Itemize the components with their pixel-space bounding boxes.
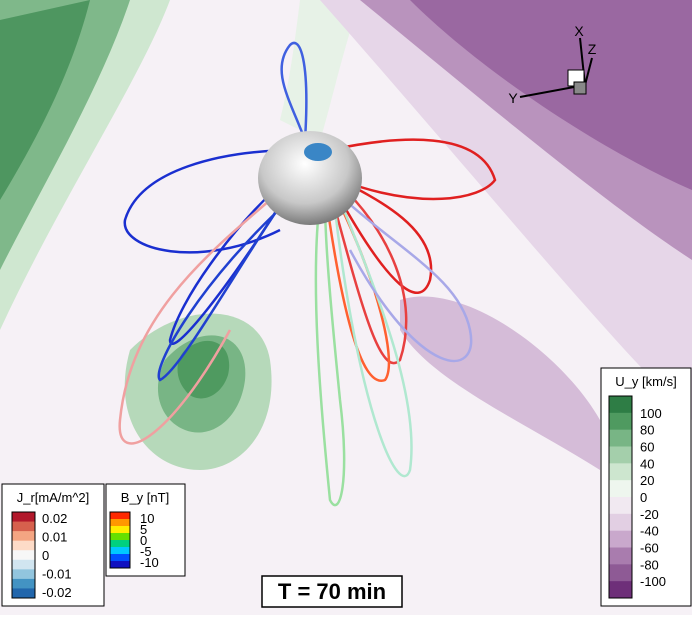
field-line <box>329 173 433 295</box>
field-line <box>314 199 346 507</box>
legend-tick-label: 100 <box>640 406 662 421</box>
field-line <box>344 199 473 362</box>
purple-region <box>400 296 600 470</box>
legend-bar-outline <box>109 511 131 569</box>
field-line <box>118 199 271 445</box>
legend-swatch <box>110 533 130 541</box>
legends: U_y [km/s]100806040200-20-40-60-80-100J_… <box>1 367 692 607</box>
field-line <box>333 199 413 478</box>
field-lines <box>118 41 497 507</box>
legend-swatch <box>609 547 632 565</box>
legend-swatch <box>609 396 632 414</box>
earth-sphere <box>258 131 362 225</box>
field-line <box>329 138 497 201</box>
triad-label: X <box>574 23 584 39</box>
legend-tick-label: -0.01 <box>42 567 72 582</box>
triad-label: Y <box>508 90 518 106</box>
field-line <box>168 179 292 346</box>
green-region <box>280 0 360 140</box>
legend-swatch <box>12 588 35 599</box>
legend-swatch <box>12 578 35 589</box>
legend-tick-label: 0 <box>140 533 147 548</box>
legend-swatch <box>12 521 35 532</box>
legend-tick-label: 40 <box>640 456 654 471</box>
legend-swatch <box>609 497 632 515</box>
legend-swatch <box>609 429 632 447</box>
legend-swatch <box>110 561 130 569</box>
time-box <box>261 575 403 608</box>
legend-tick-label: -60 <box>640 541 659 556</box>
legend-swatch <box>609 530 632 548</box>
legend-tick-label: 0.01 <box>42 530 67 545</box>
legend-swatch <box>12 512 35 523</box>
legend-swatch <box>12 569 35 580</box>
legend-title: B_y [nT] <box>121 490 169 505</box>
legend-tick-label: -80 <box>640 557 659 572</box>
field-line <box>157 189 296 382</box>
legend-swatch <box>12 531 35 542</box>
legend-swatch <box>609 480 632 498</box>
legend-tick-label: -10 <box>140 555 159 570</box>
legend-tick-label: -20 <box>640 507 659 522</box>
current-patch <box>304 143 332 161</box>
legend-swatch <box>609 581 632 599</box>
legend-swatch <box>609 513 632 532</box>
legend-swatch <box>110 526 130 534</box>
legend-bar-outline <box>11 511 36 599</box>
legend-swatch <box>110 554 130 562</box>
legend-swatch <box>110 540 130 548</box>
field-line <box>280 41 308 141</box>
legend-swatch <box>12 540 35 551</box>
legend-bar-outline <box>608 395 633 599</box>
legend-swatch <box>609 463 632 481</box>
legend-swatch <box>12 550 35 561</box>
legend-tick-label: 0 <box>640 490 647 505</box>
legend-tick-label: 0.02 <box>42 511 67 526</box>
legend-tick-label: 20 <box>640 473 654 488</box>
legend-tick-label: 10 <box>140 511 154 526</box>
legend-tick-label: -100 <box>640 574 666 589</box>
field-line <box>123 148 301 254</box>
legend-swatch <box>110 547 130 555</box>
legend-tick-label: -0.02 <box>42 585 72 600</box>
legend-swatch <box>609 446 632 464</box>
legend-tick-label: 60 <box>640 440 654 455</box>
legend-swatch <box>110 512 130 520</box>
time-label: T = 70 min <box>278 579 386 604</box>
axis-triad: X Z Y <box>508 23 596 106</box>
legend-swatch <box>110 519 130 527</box>
legend-title: U_y [km/s] <box>615 374 676 389</box>
triad-cube <box>573 81 587 95</box>
green-region <box>0 0 90 200</box>
triad-label: Z <box>588 41 597 57</box>
field-line <box>328 179 408 365</box>
purple-region <box>410 0 692 190</box>
legend-swatch <box>609 412 632 431</box>
triad-axis <box>584 57 593 86</box>
legend-swatch <box>12 559 35 570</box>
legend-swatch <box>609 564 632 582</box>
legend-tick-label: 0 <box>42 548 49 563</box>
legend-title: J_r[mA/m^2] <box>17 490 90 505</box>
legend-tick-label: -40 <box>640 524 659 539</box>
legend-tick-label: 80 <box>640 423 654 438</box>
legend-tick-label: 5 <box>140 522 147 537</box>
legend-tick-label: -5 <box>140 544 152 559</box>
